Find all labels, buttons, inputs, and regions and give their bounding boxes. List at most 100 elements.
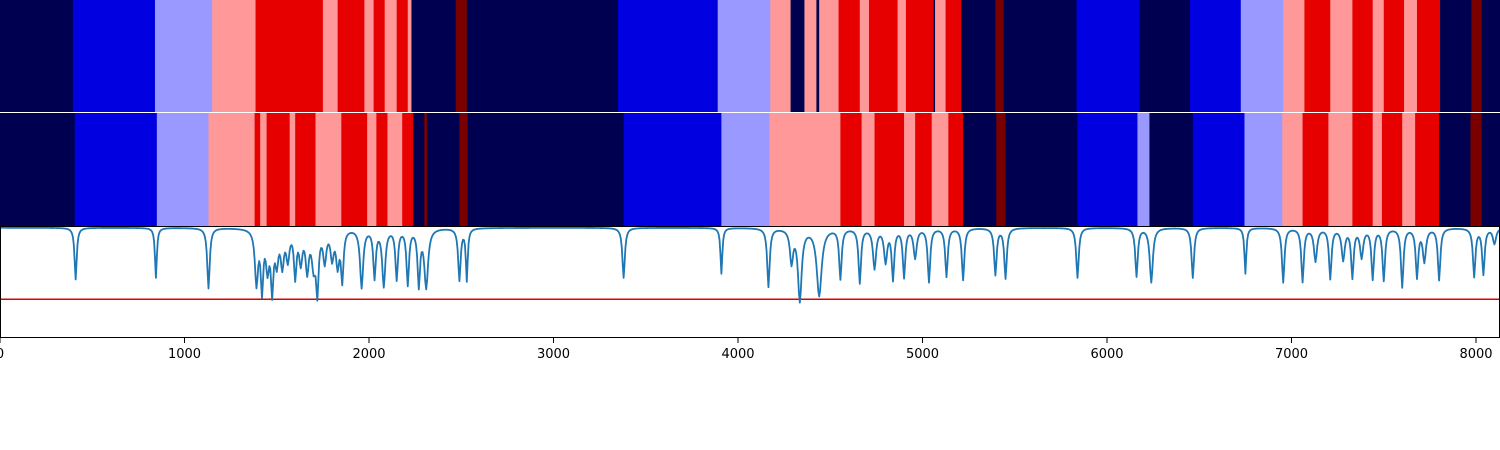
heatmap-segment (373, 0, 386, 112)
heatmap-segment (467, 113, 625, 226)
heatmap-segment (1330, 0, 1353, 112)
heatmap-segment (1003, 0, 1078, 112)
heatmap-segment (402, 113, 414, 226)
x-tick-label: 4000 (721, 347, 754, 362)
heatmap-segment (254, 113, 261, 226)
x-tick-label: 6000 (1090, 347, 1123, 362)
heatmap-segment (1439, 113, 1471, 226)
heatmap-segment (154, 0, 213, 112)
heatmap-segment (384, 0, 398, 112)
heatmap-segment (1404, 0, 1418, 112)
heatmap-segment (945, 0, 962, 112)
x-tick-label: 8000 (1459, 347, 1492, 362)
heatmap-segment (0, 0, 74, 112)
heatmap-segment (208, 113, 256, 226)
x-tick-label: 7000 (1275, 347, 1308, 362)
heatmap-segment (904, 113, 916, 226)
heatmap-segment (1481, 0, 1500, 112)
heatmap-segment (618, 0, 719, 112)
heatmap-segment (948, 113, 964, 226)
heatmap-segment (396, 0, 409, 112)
heatmap-segment (1402, 113, 1416, 226)
heatmap-segment (295, 113, 316, 226)
heatmap-segment (623, 113, 722, 226)
signal-line (0, 226, 1500, 304)
heatmap-segment (905, 0, 935, 112)
heatmap-segment (455, 0, 468, 112)
heatmap-segment (466, 0, 619, 112)
heatmap-segment (289, 113, 296, 226)
heatmap-segment (1283, 0, 1305, 112)
heatmap-segment (74, 113, 158, 226)
heatmap-segment (816, 0, 820, 112)
heatmap-segment (1137, 113, 1150, 226)
heatmap-segment (1076, 0, 1140, 112)
heatmap-segment (1149, 113, 1194, 226)
heatmap-segment (1192, 113, 1245, 226)
heatmap-segment (459, 113, 469, 226)
heatmap-segment (963, 113, 997, 226)
heatmap-segment (1282, 113, 1304, 226)
heatmap-segment (931, 113, 949, 226)
heatmap-segment (897, 0, 907, 112)
heatmap-segment (1383, 0, 1405, 112)
heatmap-segment (1372, 113, 1383, 226)
heatmap-segment (255, 0, 324, 112)
heatmap-segment (1240, 0, 1284, 112)
heatmap-segment (996, 113, 1007, 226)
heatmap-segment (859, 0, 870, 112)
heatmap-segment (1139, 0, 1191, 112)
heatmap-segment (413, 113, 425, 226)
heatmap-segment (1440, 0, 1472, 112)
signal-panel (0, 226, 1500, 338)
heatmap-segment (769, 113, 841, 226)
heatmap-segment (933, 0, 936, 112)
heatmap-segment (874, 113, 905, 226)
x-tick-label: 3000 (537, 347, 570, 362)
heatmap-segment (376, 113, 388, 226)
heatmap-segment (869, 0, 899, 112)
heatmap-segment (1415, 113, 1440, 226)
heatmap-segment (1005, 113, 1078, 226)
heatmap-segment (717, 0, 771, 112)
heatmap-segment (770, 0, 792, 112)
heatmap-segment (387, 113, 403, 226)
signal-background (0, 226, 1500, 338)
heatmap-segment (819, 0, 840, 112)
heatmap-segment (1470, 113, 1483, 226)
heatmap-segment (367, 113, 377, 226)
heatmap-segment (861, 113, 876, 226)
heatmap-segment (1416, 0, 1441, 112)
heatmap-segment (1077, 113, 1138, 226)
x-tick-label: 1000 (168, 347, 201, 362)
heatmap-segment (411, 0, 457, 112)
heatmap-segment (1244, 113, 1283, 226)
heatmap-segment (790, 0, 805, 112)
heatmap-segment (1302, 113, 1329, 226)
heatmap-segment (721, 113, 770, 226)
heatmap-segment (0, 113, 76, 226)
heatmap-segment (427, 113, 460, 226)
heatmap-row-1 (0, 0, 1500, 112)
heatmap-segment (804, 0, 817, 112)
heatmap-segment (72, 0, 156, 112)
heatmap-segment (935, 0, 947, 112)
heatmap-segment (1481, 113, 1500, 226)
heatmap-segment (1328, 113, 1353, 226)
heatmap-segment (1304, 0, 1331, 112)
heatmap-segment (1352, 0, 1374, 112)
heatmap-segment (961, 0, 996, 112)
heatmap-segment (1190, 0, 1242, 112)
heatmap-segment (364, 0, 375, 112)
heatmap-segment (1352, 113, 1374, 226)
heatmap-segment (838, 0, 861, 112)
x-tick-label: 2000 (352, 347, 385, 362)
heatmap-segment (1381, 113, 1403, 226)
heatmap-segment (407, 0, 412, 112)
heatmap-segment (260, 113, 268, 226)
heatmap-segment (424, 113, 428, 226)
heatmap-segment (840, 113, 863, 226)
heatmap-segment (212, 0, 257, 112)
heatmap-segment (156, 113, 209, 226)
